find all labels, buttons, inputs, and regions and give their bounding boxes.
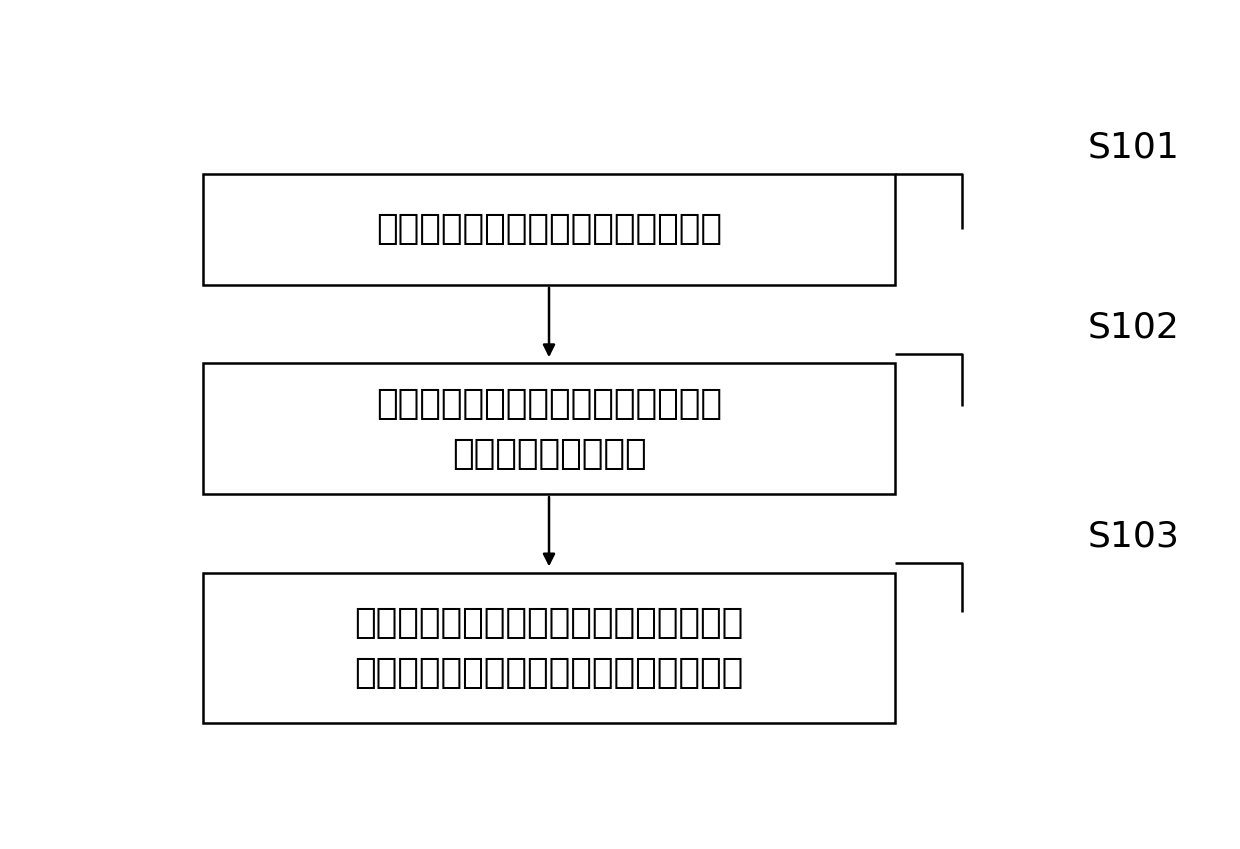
Text: 根据当前激活层的激活值极限和上一级激
活层的激活值确定当前激活层各个激活值: 根据当前激活层的激活值极限和上一级激 活层的激活值确定当前激活层各个激活值 — [355, 605, 744, 690]
Bar — [203, 572, 895, 723]
Bar — [203, 363, 895, 494]
Text: S102: S102 — [1087, 311, 1179, 345]
Bar — [203, 174, 895, 285]
Text: S103: S103 — [1087, 520, 1179, 554]
Text: S101: S101 — [1087, 131, 1179, 165]
Text: 根据上一级激活层的激活值得到当前
激活层的激活值极限: 根据上一级激活层的激活值得到当前 激活层的激活值极限 — [376, 386, 722, 471]
Text: 获取神经网络上一级激活层的激活值: 获取神经网络上一级激活层的激活值 — [376, 212, 722, 246]
